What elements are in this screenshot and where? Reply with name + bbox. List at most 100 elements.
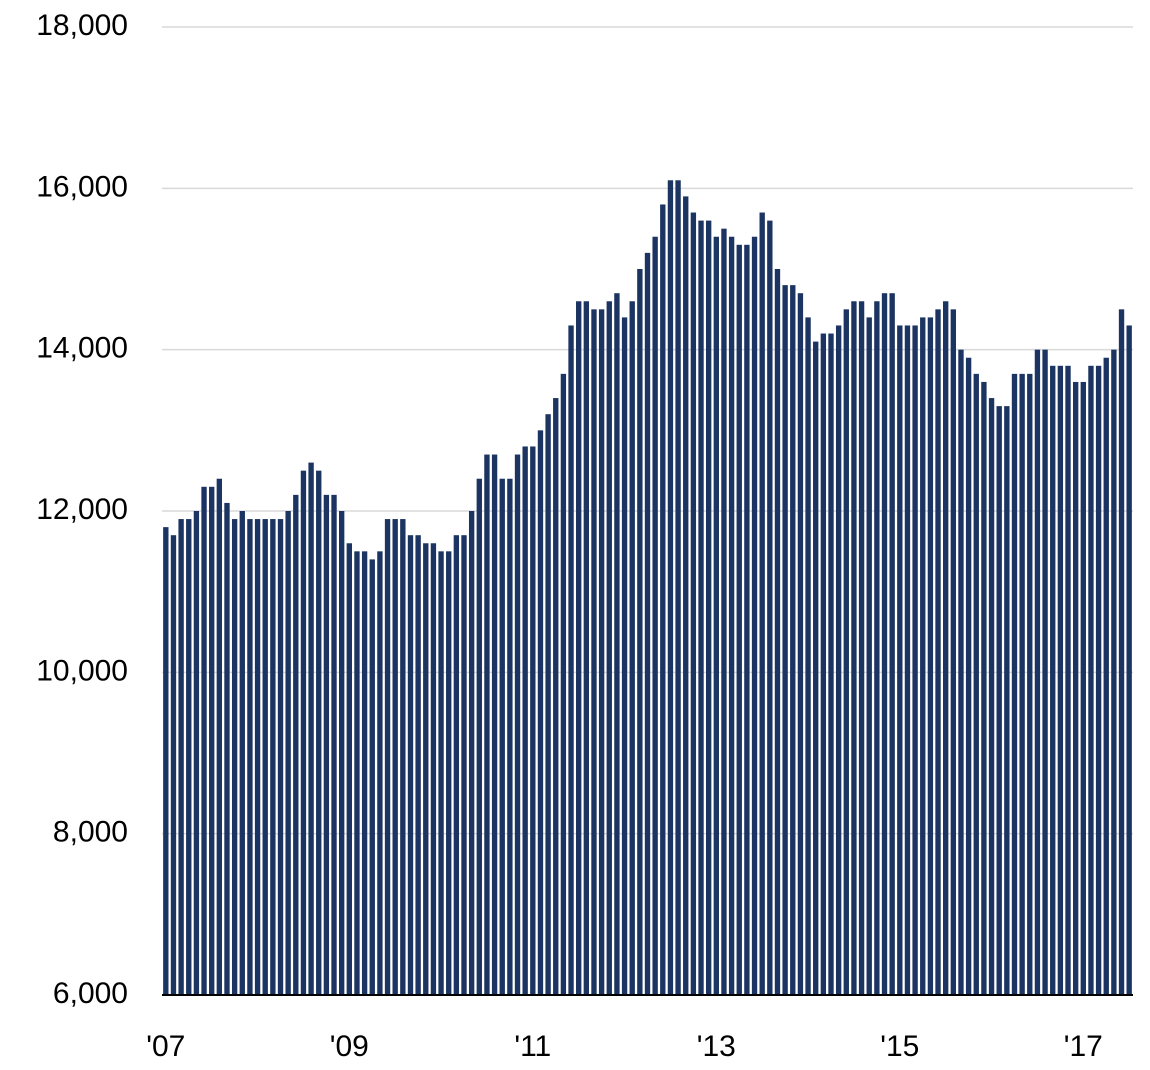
bar [675, 180, 681, 995]
bar [843, 309, 849, 995]
bar [553, 398, 559, 996]
bar [965, 357, 972, 995]
bar [1126, 325, 1132, 995]
bar [499, 478, 505, 995]
bar [270, 519, 276, 995]
bar [912, 325, 918, 995]
bar [262, 519, 268, 995]
bar [491, 454, 498, 995]
bar [851, 301, 857, 995]
bar [1080, 381, 1086, 995]
bar [216, 478, 223, 995]
y-tick-label: 12,000 [36, 493, 128, 526]
bar [797, 293, 804, 995]
bar [209, 486, 215, 995]
bar [293, 494, 299, 995]
bar [1034, 349, 1041, 996]
bar [415, 535, 421, 995]
bar [530, 446, 536, 995]
bar [652, 236, 658, 995]
bar [285, 511, 291, 995]
bar [1095, 365, 1102, 995]
bar [774, 269, 781, 995]
bar [476, 478, 482, 995]
bar [178, 519, 184, 995]
x-tick-label: '09 [330, 1030, 369, 1063]
bar [170, 535, 177, 995]
bar [698, 220, 704, 996]
bar [514, 454, 521, 995]
bar [1057, 365, 1064, 995]
bar [186, 519, 192, 995]
bar [790, 285, 796, 996]
bar [407, 535, 414, 995]
bar [239, 511, 245, 995]
bar [224, 502, 230, 995]
bar [927, 317, 934, 995]
bar [323, 494, 330, 995]
bar [392, 519, 398, 995]
bar [728, 236, 735, 995]
bar [759, 212, 765, 996]
bar [744, 244, 750, 996]
bar [736, 244, 742, 996]
bar [683, 196, 689, 995]
y-tick-label: 10,000 [36, 654, 128, 687]
bar [231, 519, 238, 995]
bar [430, 543, 437, 995]
bar [277, 519, 284, 995]
bar [377, 551, 383, 995]
bar [1072, 381, 1079, 995]
bar [591, 309, 597, 995]
bar [163, 527, 169, 995]
x-tick-label: '15 [880, 1030, 919, 1063]
bar [866, 317, 872, 995]
bar [316, 470, 322, 996]
bar [1011, 373, 1018, 995]
bar [621, 317, 628, 995]
bar [820, 333, 827, 995]
bar [713, 236, 719, 995]
bar [308, 462, 314, 996]
bar [300, 470, 307, 996]
bar [446, 551, 452, 995]
bar [461, 535, 467, 995]
y-tick-label: 14,000 [36, 332, 128, 365]
bar [958, 349, 964, 996]
bar [767, 220, 773, 996]
bar [568, 325, 574, 995]
x-tick-label: '17 [1064, 1030, 1103, 1063]
bar [254, 519, 261, 995]
x-tick-label: '13 [697, 1030, 736, 1063]
bar [805, 317, 811, 995]
bar [1088, 365, 1094, 995]
x-tick-label: '07 [146, 1030, 185, 1063]
bar [614, 293, 620, 995]
bar [384, 519, 391, 995]
bar [423, 543, 429, 995]
bar [667, 180, 674, 995]
bar [1065, 365, 1071, 995]
bar [522, 446, 528, 995]
bar [338, 511, 345, 995]
bar [369, 559, 375, 995]
bar [721, 228, 727, 995]
bar [1103, 357, 1109, 995]
bar [354, 551, 360, 995]
bar [705, 220, 712, 996]
bar [644, 252, 651, 995]
bar [193, 511, 200, 995]
bar [874, 301, 880, 995]
bar [598, 309, 605, 995]
bar [537, 430, 544, 995]
bar [1027, 373, 1033, 995]
y-tick-label: 18,000 [36, 9, 128, 42]
bar [897, 325, 903, 995]
y-tick-label: 16,000 [36, 170, 128, 203]
bar [1004, 406, 1010, 996]
bar [782, 285, 788, 996]
bar [996, 406, 1002, 996]
bar [247, 519, 253, 995]
bar [560, 373, 567, 995]
bar [690, 212, 697, 996]
